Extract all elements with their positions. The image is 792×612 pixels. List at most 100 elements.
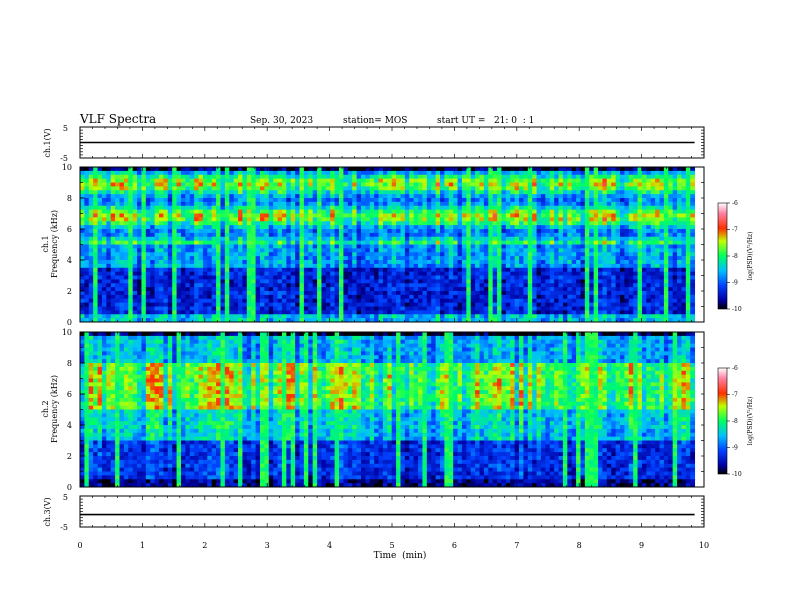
spectrogram-cell bbox=[185, 190, 191, 195]
spectrogram-cell bbox=[523, 252, 529, 257]
spectrogram-cell bbox=[211, 205, 217, 211]
spectrogram-cell bbox=[180, 260, 186, 265]
spectrogram-cell bbox=[216, 225, 221, 230]
spectrogram-cell bbox=[251, 198, 257, 203]
spectrogram-cell bbox=[431, 198, 437, 203]
spectrogram-cell bbox=[303, 240, 309, 245]
spectrogram-cell bbox=[598, 271, 603, 276]
spectrogram-cell bbox=[527, 213, 533, 218]
spectrogram-cell bbox=[527, 279, 533, 284]
spectrogram-cell bbox=[260, 256, 265, 261]
spectrogram-cell bbox=[163, 256, 169, 261]
spectrogram-cell bbox=[457, 194, 463, 199]
spectrogram-cell bbox=[141, 263, 147, 269]
spectrogram-cell bbox=[584, 236, 590, 242]
spectrogram-cell bbox=[549, 229, 555, 234]
spectrogram-cell bbox=[360, 256, 366, 261]
spectrogram-cell bbox=[545, 263, 551, 269]
spectrogram-cell bbox=[93, 275, 98, 280]
spectrogram-cell bbox=[172, 190, 177, 195]
spectrogram-cell bbox=[115, 244, 120, 249]
spectrogram-cell bbox=[290, 267, 296, 273]
spectrogram-cell bbox=[514, 294, 520, 300]
spectrogram-cell bbox=[409, 283, 415, 288]
spectrogram-cell bbox=[132, 190, 138, 195]
spectrogram-cell bbox=[207, 198, 213, 203]
spectrogram-cell bbox=[505, 182, 511, 187]
spectrogram-cell bbox=[347, 167, 353, 172]
spectrogram-cell bbox=[483, 217, 489, 222]
spectrogram-cell bbox=[334, 298, 340, 304]
spectrogram-cell bbox=[110, 267, 116, 273]
spectrogram-cell bbox=[321, 260, 327, 265]
spectrogram-cell bbox=[312, 232, 318, 238]
spectrogram-cell bbox=[330, 279, 336, 284]
spectrogram-cell bbox=[303, 263, 309, 269]
spectrogram-cell bbox=[312, 248, 318, 253]
spectrogram-cell bbox=[159, 236, 164, 242]
spectrogram-cell bbox=[387, 294, 393, 300]
spectrogram-cell bbox=[224, 201, 230, 207]
spectrogram-cell bbox=[611, 167, 617, 172]
spectrogram-cell bbox=[238, 217, 243, 222]
spectrogram-cell bbox=[281, 213, 287, 218]
spectrogram-cell bbox=[207, 201, 213, 207]
spectrogram-cell bbox=[325, 275, 331, 280]
spectrogram-cell bbox=[260, 236, 265, 242]
spectrogram-cell bbox=[325, 190, 331, 195]
spectrogram-cell bbox=[97, 318, 103, 322]
spectrogram-cell bbox=[435, 209, 441, 214]
spectrogram-cell bbox=[211, 190, 217, 195]
spectrogram-cell bbox=[224, 190, 230, 195]
spectrogram-cell bbox=[527, 229, 533, 234]
spectrogram-cell bbox=[488, 256, 494, 261]
spectrogram-cell bbox=[519, 182, 524, 187]
spectrogram-cell bbox=[554, 291, 559, 296]
spectrogram-cell bbox=[457, 271, 463, 276]
spectrogram-cell bbox=[185, 221, 191, 226]
spectrogram-cell bbox=[93, 217, 98, 222]
spectrogram-cell bbox=[202, 240, 208, 245]
spectrogram-cell bbox=[106, 217, 112, 222]
spectrogram-cell bbox=[483, 232, 489, 238]
spectrogram-cell bbox=[378, 182, 384, 187]
spectrogram-cell bbox=[396, 287, 401, 292]
spectrogram-cell bbox=[233, 221, 239, 226]
spectrogram-cell bbox=[159, 244, 164, 249]
spectrogram-cell bbox=[567, 244, 573, 249]
spectrogram-cell bbox=[119, 225, 125, 230]
spectrogram-cell bbox=[576, 279, 581, 284]
spectrogram-cell bbox=[488, 174, 494, 180]
spectrogram-cell bbox=[510, 178, 516, 183]
spectrogram-cell bbox=[251, 213, 257, 218]
spectrogram-cell bbox=[229, 267, 235, 273]
spectrogram-cell bbox=[132, 225, 138, 230]
spectrogram-cell bbox=[167, 298, 173, 304]
spectrogram-cell bbox=[264, 217, 270, 222]
spectrogram-cell bbox=[606, 236, 612, 242]
spectrogram-cell bbox=[519, 213, 524, 218]
spectrogram-cell bbox=[185, 174, 191, 180]
spectrogram-cell bbox=[172, 275, 177, 280]
spectrogram-cell bbox=[163, 279, 169, 284]
spectrogram-cell bbox=[461, 178, 467, 183]
spectrogram-cell bbox=[549, 170, 555, 176]
spectrogram-cell bbox=[277, 201, 283, 207]
spectrogram-cell bbox=[360, 190, 366, 195]
spectrogram-cell bbox=[497, 229, 502, 234]
spectrogram-cell bbox=[281, 209, 287, 214]
spectrogram-cell bbox=[532, 294, 537, 300]
spectrogram-cell bbox=[352, 221, 357, 226]
spectrogram-cell bbox=[374, 221, 379, 226]
spectrogram-cell bbox=[180, 178, 186, 183]
spectrogram-cell bbox=[378, 271, 384, 276]
spectrogram-cell bbox=[413, 252, 419, 257]
spectrogram-cell bbox=[132, 298, 138, 304]
spectrogram-cell bbox=[440, 244, 445, 249]
spectrogram-cell bbox=[580, 318, 586, 322]
spectrogram-cell bbox=[532, 225, 537, 230]
spectrogram-cell bbox=[431, 209, 437, 214]
spectrogram-cell bbox=[501, 256, 507, 261]
spectrogram-cell bbox=[97, 252, 103, 257]
spectrogram-cell bbox=[483, 174, 489, 180]
